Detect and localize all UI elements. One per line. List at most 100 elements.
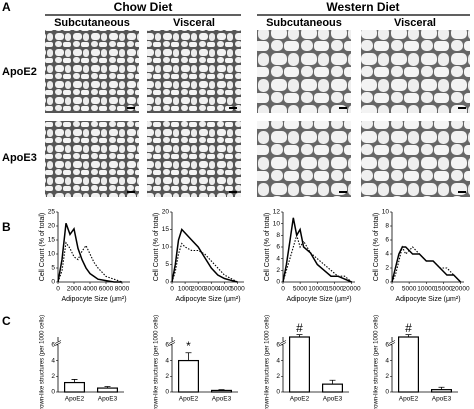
depot-header: Subcutaneous <box>54 17 130 29</box>
y-tick-label: 5 <box>51 265 55 272</box>
row-label: ApoE3 <box>2 152 37 164</box>
y-tick-label: 0 <box>51 389 55 396</box>
y-axis-label: Crown-like structures (per 1000 cells) <box>374 315 380 409</box>
axis-break <box>168 340 176 344</box>
error-bar <box>71 379 78 383</box>
panel-label: C <box>2 314 11 328</box>
x-tick-label: 2000 <box>67 286 82 293</box>
x-tick-label: 0 <box>170 286 174 293</box>
x-tick-label: ApoE2 <box>179 396 199 403</box>
line-series <box>282 217 352 283</box>
x-tick-label: ApoE2 <box>65 396 85 403</box>
y-tick-label: 10 <box>162 244 170 251</box>
y-tick-label: 0 <box>276 279 280 286</box>
axis-break-gap <box>280 341 286 345</box>
y-axis-label: Cell Count (% of total) <box>373 213 380 281</box>
x-tick-label: 15000 <box>325 286 343 293</box>
line-series <box>282 233 352 283</box>
axis-break <box>54 342 62 346</box>
line-series <box>171 242 238 283</box>
axis-break <box>388 342 396 346</box>
x-tick-label: 1000 <box>178 286 193 293</box>
row-label: ApoE2 <box>2 66 37 78</box>
x-tick-label: 8000 <box>115 286 130 293</box>
depot-header: Visceral <box>173 17 215 29</box>
depot-header: Visceral <box>394 17 436 29</box>
x-tick-label: 2000 <box>191 286 206 293</box>
significance-mark: # <box>405 321 412 335</box>
x-tick-label: ApoE3 <box>323 396 343 403</box>
x-tick-label: 0 <box>281 286 285 293</box>
micrograph <box>257 121 351 197</box>
y-tick-label: 6 <box>276 244 280 251</box>
micrograph <box>361 121 470 197</box>
line-series <box>57 222 122 283</box>
error-bar <box>218 389 225 391</box>
y-tick-label: 2 <box>276 373 280 380</box>
y-tick-label: 15 <box>162 226 170 233</box>
y-tick-label: 10 <box>273 220 281 227</box>
micrograph <box>147 121 241 197</box>
scale-bars <box>127 107 466 193</box>
axis-break <box>388 340 396 344</box>
error-bar <box>104 386 111 389</box>
x-tick-label: 15000 <box>434 286 452 293</box>
y-tick-label: 4 <box>165 357 169 364</box>
axis-break-gap <box>169 341 175 345</box>
error-bar <box>329 379 336 385</box>
bar <box>431 389 453 393</box>
diet-header: Chow Diet <box>114 0 173 14</box>
axis-break <box>168 342 176 346</box>
bar <box>398 336 420 393</box>
bar <box>322 383 344 393</box>
x-tick-label: 5000 <box>230 286 245 293</box>
x-tick-label: 3000 <box>204 286 219 293</box>
axis-break <box>279 342 287 346</box>
line-series <box>171 228 238 283</box>
y-tick-label: 10 <box>48 251 56 258</box>
y-tick-label: 6 <box>385 237 389 244</box>
x-tick-label: 6000 <box>99 286 114 293</box>
diet-header: Western Diet <box>326 0 399 14</box>
error-bar <box>438 386 445 390</box>
axis-break <box>54 340 62 344</box>
significance-mark: # <box>296 321 303 335</box>
x-tick-label: 10000 <box>308 286 326 293</box>
y-tick-label: 0 <box>51 279 55 286</box>
y-tick-label: 15 <box>48 237 56 244</box>
y-tick-label: 4 <box>276 357 280 364</box>
y-tick-label: 25 <box>48 209 56 216</box>
error-bar <box>405 334 412 337</box>
x-tick-label: ApoE2 <box>290 396 310 403</box>
y-tick-label: 2 <box>385 265 389 272</box>
micrograph <box>257 30 351 113</box>
axis-break-gap <box>55 341 61 345</box>
micrograph <box>147 30 241 113</box>
y-tick-label: 20 <box>162 209 170 216</box>
y-tick-label: 8 <box>385 223 389 230</box>
y-tick-label: 5 <box>165 261 169 268</box>
y-tick-label: 10 <box>382 209 390 216</box>
depot-header: Subcutaneous <box>266 17 342 29</box>
panel-label: A <box>2 0 11 14</box>
x-axis-label: Adipocyte Size (μm²) <box>61 296 126 303</box>
y-axis-label: Cell Count (% of total) <box>39 213 46 281</box>
y-axis-label: Crown-like structures (per 1000 cells) <box>40 315 46 409</box>
y-tick-label: 0 <box>276 389 280 396</box>
x-axis-label: Adipocyte Size (μm²) <box>286 296 351 303</box>
line-series <box>57 241 123 283</box>
x-axis-label: Adipocyte Size (μm²) <box>175 296 240 303</box>
y-axis-label: Cell Count (% of total) <box>264 213 271 281</box>
histology-images <box>45 30 470 197</box>
y-tick-label: 4 <box>51 357 55 364</box>
y-axis-label: Cell Count (% of total) <box>153 213 160 281</box>
x-axis-label: Adipocyte Size (μm²) <box>395 296 460 303</box>
y-tick-label: 2 <box>165 373 169 380</box>
x-tick-label: 5000 <box>402 286 417 293</box>
y-tick-label: 6 <box>51 342 55 349</box>
line-series <box>391 245 461 283</box>
y-tick-label: 0 <box>165 279 169 286</box>
y-tick-label: 6 <box>276 342 280 349</box>
error-bar <box>296 334 303 337</box>
